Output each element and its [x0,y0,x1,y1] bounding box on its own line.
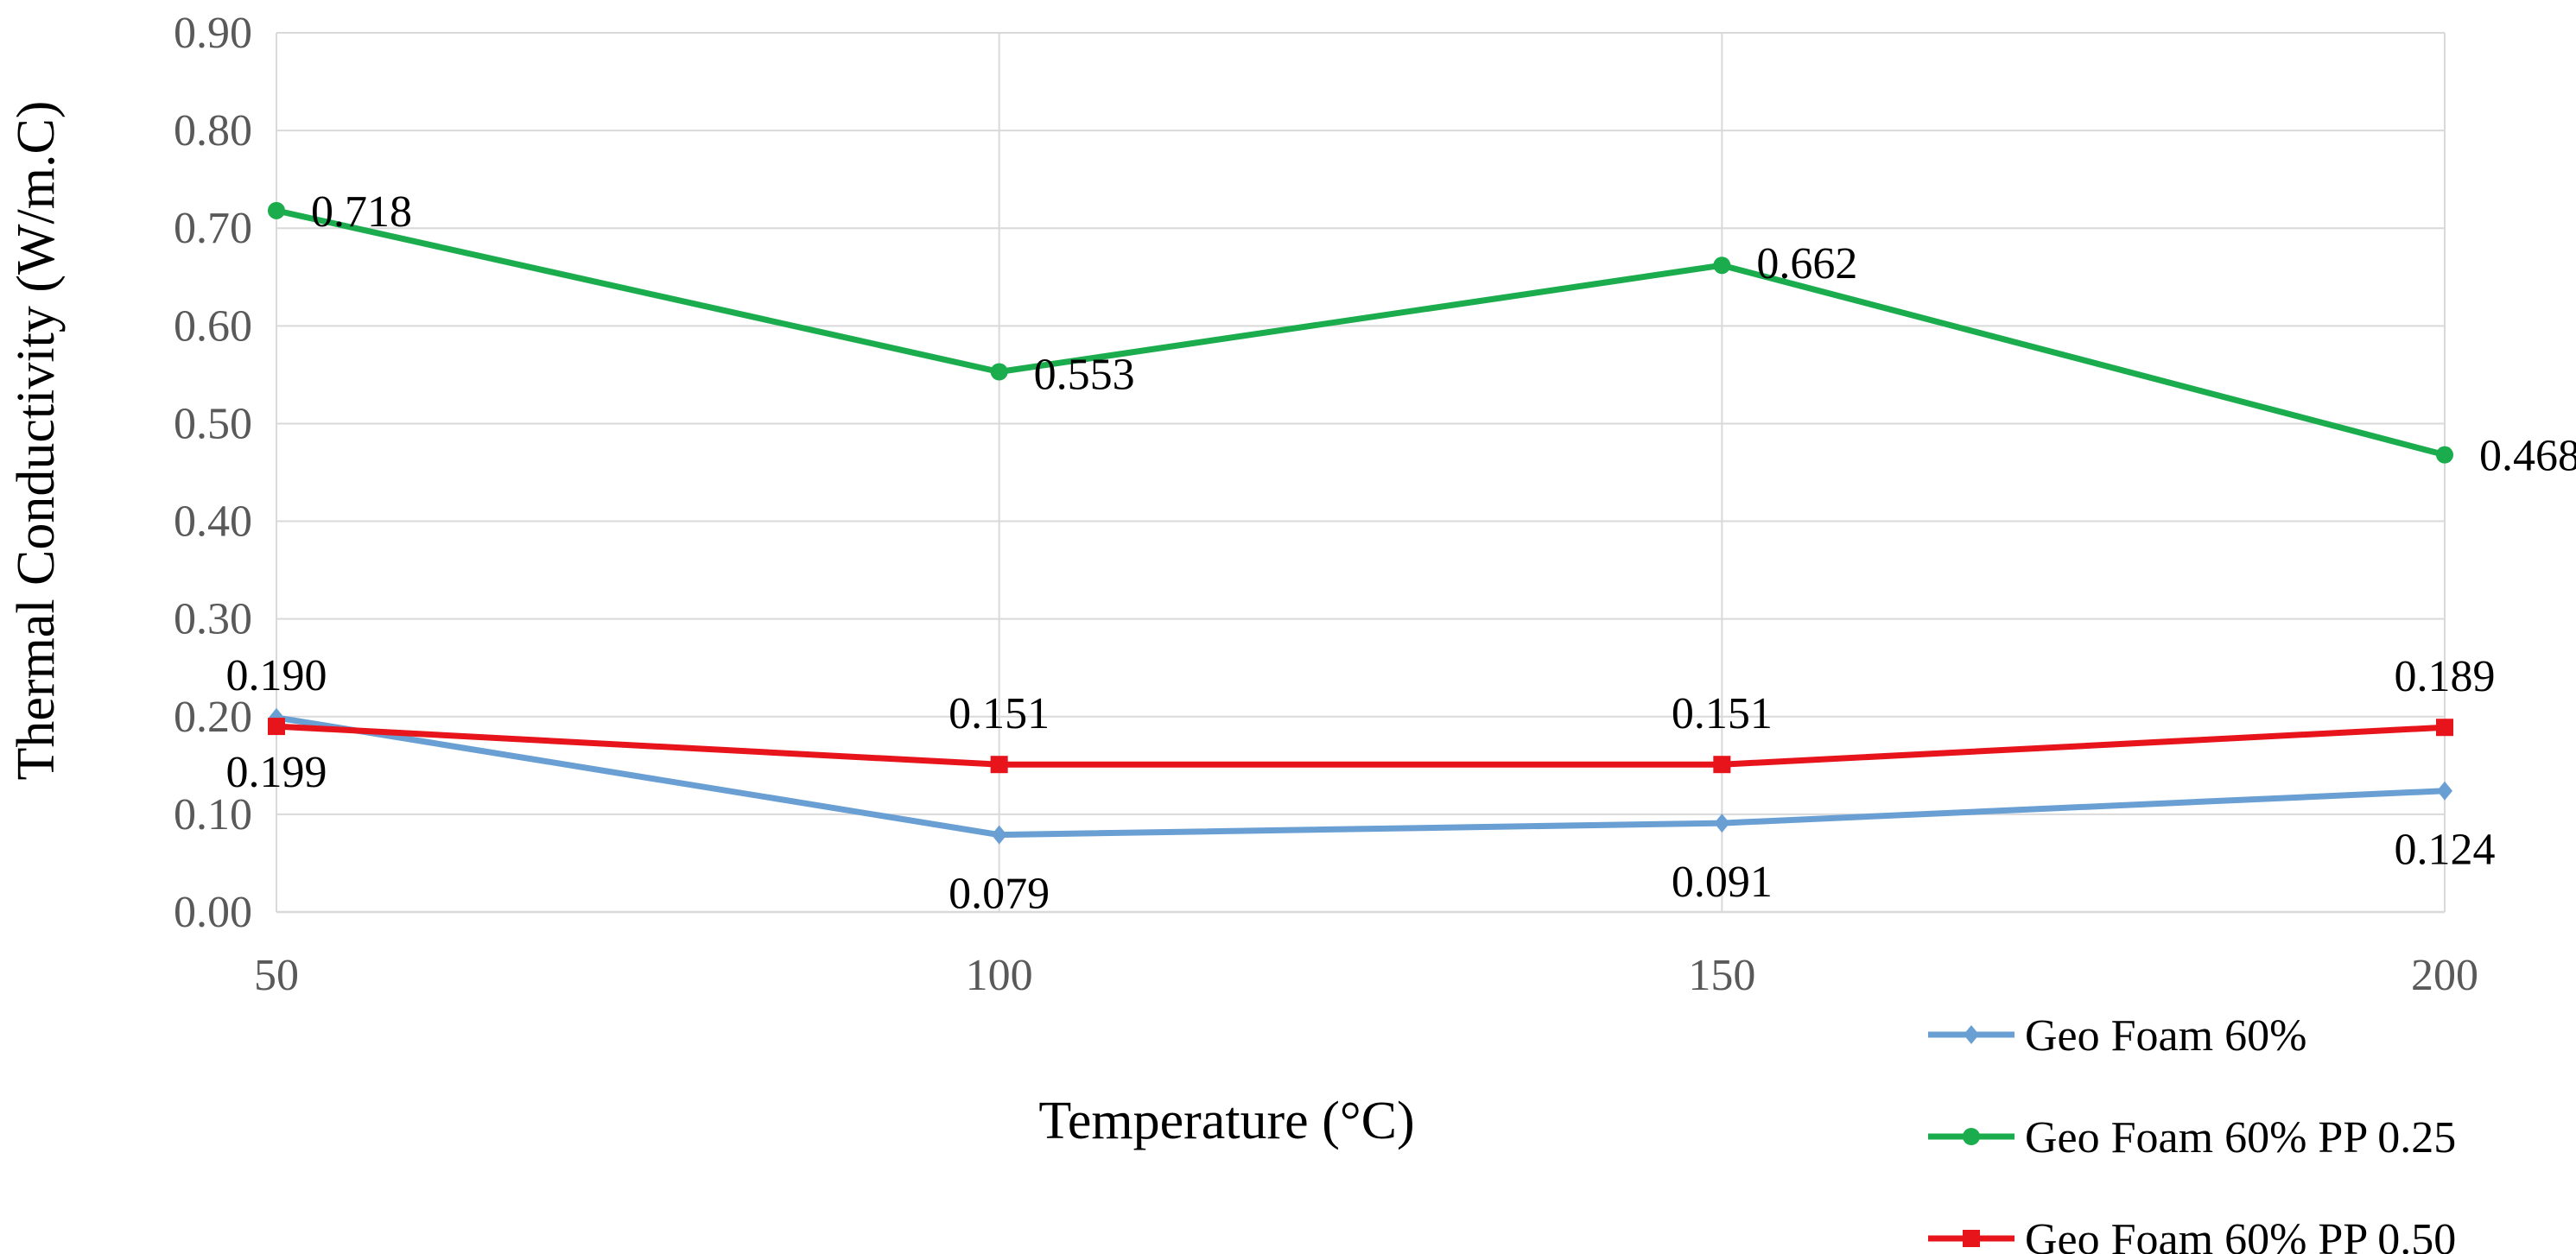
y-axis-ticks: 0.00 0.10 0.20 0.30 0.40 0.50 0.60 0.70 0.80 0.90 [174,9,252,937]
y-tick-label: 0.60 [174,301,252,351]
y-tick-label: 0.10 [174,790,252,839]
data-label: 0.553 [1034,350,1135,399]
x-tick-label: 150 [1688,951,1755,1000]
grid-lines [276,32,2446,914]
data-point-marker [990,756,1008,774]
series-1 [269,707,2452,845]
legend-swatch-marker [1964,1025,1979,1044]
x-axis-ticks: 50 100 150 200 [254,951,2478,1000]
legend-item: Geo Foam 60% PP 0.50 [1928,1215,2456,1254]
data-point-marker [1713,756,1731,774]
data-label: 0.079 [949,870,1050,919]
data-label: 0.151 [949,689,1050,738]
data-point-marker [991,825,1007,845]
y-tick-label: 0.90 [174,9,252,58]
y-tick-label: 0.70 [174,204,252,253]
data-label: 0.189 [2395,652,2496,701]
legend-item: Geo Foam 60% PP 0.25 [1928,1113,2456,1162]
legend-label: Geo Foam 60% PP 0.25 [2025,1113,2456,1162]
data-point-marker [268,718,285,736]
x-tick-label: 100 [966,951,1033,1000]
data-point-marker [2436,446,2453,464]
y-axis-title: Thermal Conductivity (W/m.C) [7,101,66,781]
data-point-marker [1714,814,1730,833]
legend: Geo Foam 60% Geo Foam 60% PP 0.25 Geo Foam… [1928,1011,2456,1254]
series-3 [268,718,2453,774]
data-point-marker [2436,719,2453,737]
data-label: 0.151 [1672,689,1773,738]
y-tick-label: 0.80 [174,106,252,155]
data-label: 0.091 [1672,858,1773,907]
y-tick-label: 0.30 [174,595,252,644]
legend-label: Geo Foam 60% PP 0.50 [2025,1215,2456,1254]
y-tick-label: 0.50 [174,399,252,448]
x-axis-title: Temperature (°C) [1038,1092,1414,1150]
data-label: 0.662 [1756,239,1857,288]
data-label: 0.718 [311,187,412,237]
y-tick-label: 0.00 [174,888,252,937]
data-point-marker [2437,781,2452,801]
data-point-marker [1713,256,1731,275]
data-label: 0.468 [2479,432,2576,481]
series-2 [268,201,2453,464]
y-tick-label: 0.40 [174,497,252,547]
series-lines [268,201,2453,845]
y-tick-label: 0.20 [174,693,252,742]
series-line [273,207,2448,459]
legend-label: Geo Foam 60% [2025,1011,2306,1061]
data-point-marker [268,201,285,219]
legend-swatch-marker [1963,1230,1980,1247]
x-tick-label: 50 [254,951,299,1000]
series-line [273,723,2448,768]
legend-swatch-marker [1963,1128,1980,1145]
series-line [273,714,2448,839]
data-point-marker [990,363,1008,381]
x-tick-label: 200 [2411,951,2478,1000]
data-label: 0.124 [2395,826,2496,875]
data-label: 0.190 [226,651,327,700]
legend-item: Geo Foam 60% [1928,1011,2306,1061]
data-label: 0.199 [226,748,327,797]
data-labels: 0.199 0.079 0.091 0.124 0.718 0.553 0.662 0.468… [226,187,2576,919]
